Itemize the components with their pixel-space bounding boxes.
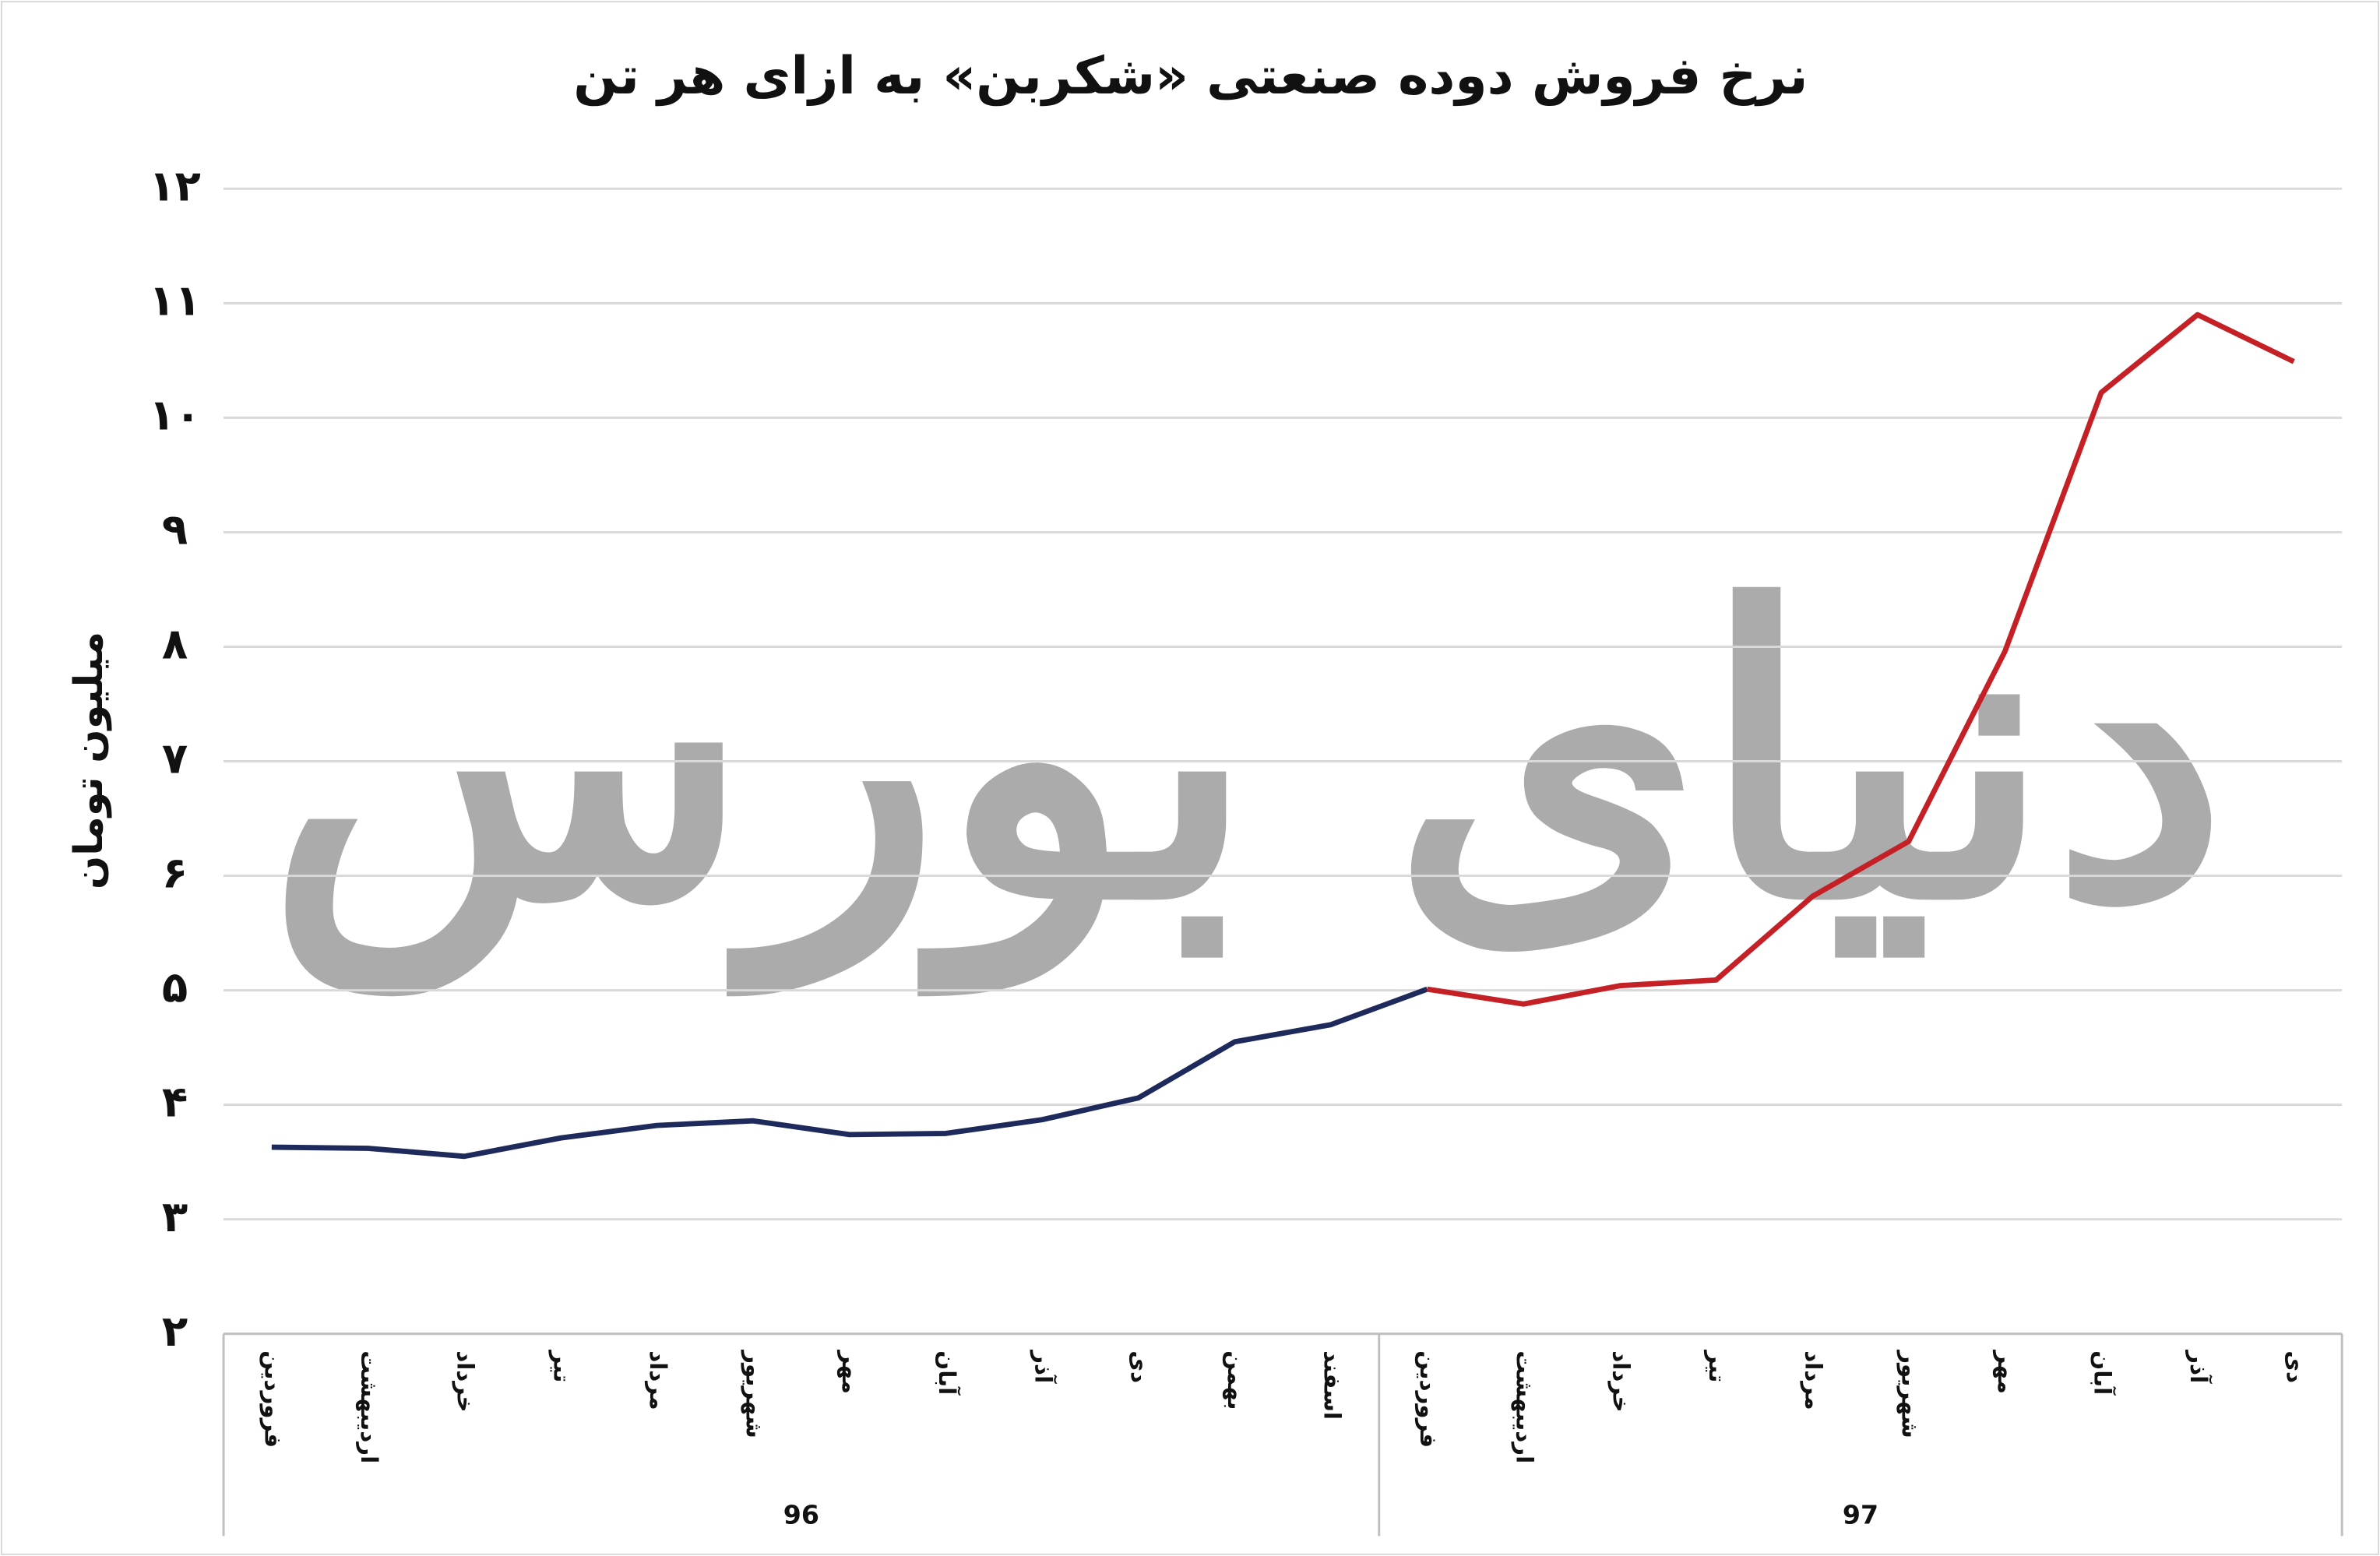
x-tick-label: شهریور xyxy=(1896,1349,1923,1438)
x-tick-label: اردیبهشت xyxy=(356,1350,382,1463)
x-tick-label: خرداد xyxy=(452,1350,479,1412)
chart-title: نرخ فروش دوده صنعتی «شکربن» به ازای هر ت… xyxy=(573,45,1808,107)
x-tick-label: آبان xyxy=(934,1350,961,1396)
x-tick-label: تیر xyxy=(548,1349,575,1382)
x-tick-label: آذر xyxy=(2185,1349,2213,1384)
x-tick-label: مرداد xyxy=(645,1350,671,1410)
y-tick-label: ۶ xyxy=(162,848,188,898)
x-tick-label: آذر xyxy=(1030,1349,1058,1384)
data-line xyxy=(271,986,1428,1160)
y-tick-label: ۷ xyxy=(162,734,188,783)
x-tick-label: دی xyxy=(1126,1350,1153,1383)
x-tick-label: تیر xyxy=(1704,1349,1730,1382)
x-tick-label: مهر xyxy=(1993,1349,2019,1394)
y-tick-label: ۵ xyxy=(162,963,188,1012)
y-tick-label: ۱۲ xyxy=(149,160,201,210)
x-tick-label: آبان xyxy=(2090,1350,2117,1396)
x-tick-label: فروردین xyxy=(259,1350,286,1448)
group-label: 97 xyxy=(1843,1500,1878,1530)
y-tick-label: ۱۱ xyxy=(149,275,201,325)
x-tick-label: خرداد xyxy=(1607,1350,1634,1412)
x-tick-label: مهر xyxy=(837,1349,864,1394)
y-tick-label: ۳ xyxy=(162,1192,188,1241)
x-tick-label: اسفند xyxy=(1319,1350,1345,1420)
x-tick-label: دی xyxy=(2282,1350,2308,1383)
x-tick-label: شهریور xyxy=(741,1349,768,1438)
y-tick-label: ۸ xyxy=(162,619,188,669)
x-tick-label: مرداد xyxy=(1801,1350,1827,1410)
x-tick-label: فروردین xyxy=(1415,1350,1442,1448)
x-tick-label: بهمن xyxy=(1223,1350,1249,1410)
y-axis-label: میلیون تومان xyxy=(65,632,112,889)
group-label: 96 xyxy=(783,1500,819,1530)
x-tick-label: اردیبهشت xyxy=(1512,1350,1538,1463)
y-tick-label: ۱۰ xyxy=(149,390,201,440)
data-line xyxy=(1427,312,2295,1007)
y-tick-label: ۲ xyxy=(162,1306,188,1356)
y-tick-label: ۹ xyxy=(162,505,188,554)
y-tick-label: ۴ xyxy=(162,1077,188,1127)
